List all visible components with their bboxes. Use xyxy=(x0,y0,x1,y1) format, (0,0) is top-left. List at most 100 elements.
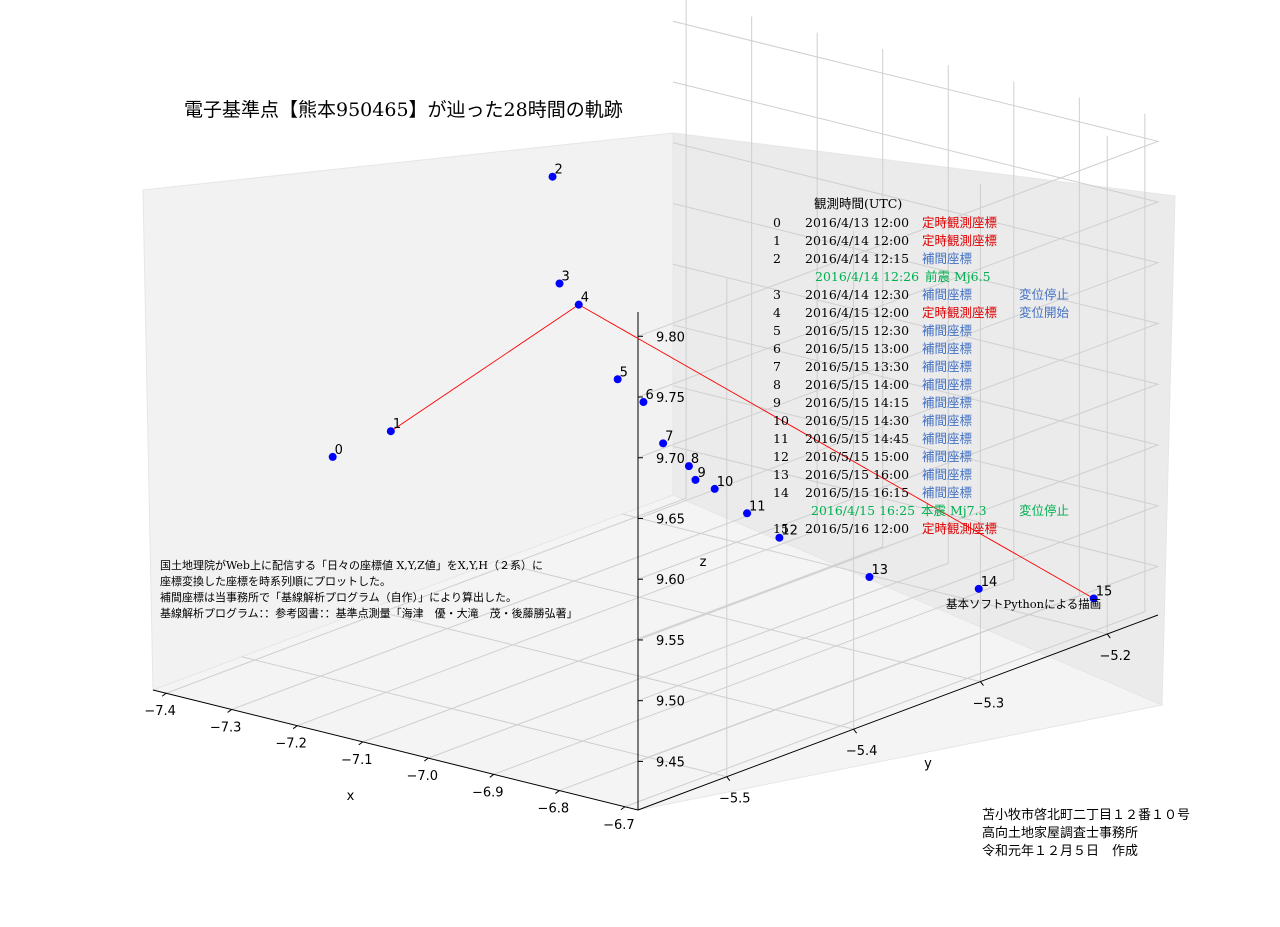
legend-row: 5 2016/5/15 12:30 補間座標 xyxy=(773,323,973,338)
legend-time: 2016/5/15 13:30 xyxy=(805,359,909,374)
legend-event-row: 2016/4/14 12:26 前震 Mj6.5 xyxy=(815,269,991,284)
legend-index: 11 xyxy=(773,431,789,446)
data-point-label: 7 xyxy=(665,429,673,444)
grid-z xyxy=(637,385,1160,702)
legend-time: 2016/5/15 16:15 xyxy=(805,485,909,500)
legend-index: 3 xyxy=(773,287,781,302)
legend-kind: 補間座標 xyxy=(922,251,973,266)
legend-row: 0 2016/4/13 12:00 定時観測座標 xyxy=(773,215,998,230)
legend-rows: 0 2016/4/13 12:00 定時観測座標 1 2016/4/14 12:00 定時… xyxy=(773,215,1070,536)
legend-row: 13 2016/5/15 16:00 補間座標 xyxy=(773,467,973,482)
legend-time: 2016/4/13 12:00 xyxy=(805,215,909,230)
data-point-label: 4 xyxy=(581,291,589,306)
data-point-label: 8 xyxy=(691,452,699,467)
x-tick-label: −6.7 xyxy=(603,818,635,833)
grid-x xyxy=(624,113,1146,808)
legend-row: 8 2016/5/15 14:00 補間座標 xyxy=(773,377,973,392)
software-note: 基本ソフトPythonによる描画 xyxy=(946,597,1101,611)
grid-z xyxy=(637,20,1160,337)
z-tick-label: 9.50 xyxy=(656,695,685,710)
x-tick xyxy=(358,741,364,746)
data-point-label: 6 xyxy=(645,388,653,403)
grid-z xyxy=(637,445,1160,762)
legend-row: 9 2016/5/15 14:15 補間座標 xyxy=(773,395,973,410)
x-tick xyxy=(423,757,429,762)
y-axis-label: y xyxy=(924,757,932,772)
data-point xyxy=(328,452,337,461)
z-tick-label: 9.75 xyxy=(656,391,685,406)
legend-kind: 補間座標 xyxy=(922,467,973,482)
x-tick-label: −6.8 xyxy=(538,802,570,817)
y-tick-label: −5.2 xyxy=(1099,649,1131,664)
legend-index: 15 xyxy=(773,521,789,536)
legend-row: 7 2016/5/15 13:30 補間座標 xyxy=(773,359,973,374)
x-tick xyxy=(227,709,232,713)
legend-row: 6 2016/5/15 13:00 補間座標 xyxy=(773,341,973,356)
legend-index: 5 xyxy=(773,323,781,338)
data-point-label: 5 xyxy=(620,365,628,380)
legend-time: 2016/4/15 12:00 xyxy=(805,305,909,320)
legend-kind: 補間座標 xyxy=(922,413,973,428)
grid-z xyxy=(637,263,1160,580)
data-point xyxy=(775,533,784,542)
legend-kind: 補間座標 xyxy=(922,395,973,410)
method-note-line: 国土地理院がWeb上に配信する「日々の座標値 X,Y,Z値」をX,Y,H（２系）… xyxy=(160,558,543,572)
grid-lines xyxy=(165,0,1160,808)
grid-x xyxy=(493,81,1015,775)
data-point xyxy=(613,375,622,384)
grid-z xyxy=(637,324,1160,641)
legend-row: 10 2016/5/15 14:30 補間座標 xyxy=(773,413,973,428)
legend-time: 2016/5/15 13:00 xyxy=(805,341,909,356)
x-tick-label: −7.3 xyxy=(210,720,242,735)
legend-row: 1 2016/4/14 12:00 定時観測座標 xyxy=(773,233,998,248)
legend-time: 2016/4/14 12:15 xyxy=(805,251,909,266)
legend-event-time: 2016/4/14 12:26 xyxy=(815,269,919,284)
grid-x xyxy=(297,32,818,727)
x-tick xyxy=(292,725,298,730)
data-point xyxy=(555,279,564,288)
legend-time: 2016/4/14 12:00 xyxy=(805,233,909,248)
data-point xyxy=(710,484,719,493)
data-point xyxy=(548,172,557,181)
legend-note: 変位停止 xyxy=(1019,503,1069,518)
x-tick xyxy=(489,773,495,778)
data-point-label: 1 xyxy=(393,417,401,432)
data-point xyxy=(1089,594,1098,603)
data-point xyxy=(865,572,874,581)
data-point-label: 13 xyxy=(871,563,888,578)
legend-row: 2 2016/4/14 12:15 補間座標 xyxy=(773,251,973,266)
z-tick-label: 9.80 xyxy=(656,330,685,345)
legend-kind: 補間座標 xyxy=(922,341,973,356)
y-tick xyxy=(1106,633,1111,639)
x-axis-label: x xyxy=(347,789,355,804)
legend-kind: 定時観測座標 xyxy=(922,305,998,320)
grid-x xyxy=(362,48,884,743)
legend-kind: 補間座標 xyxy=(922,449,973,464)
x-axis-line xyxy=(152,689,639,811)
footer-line: 高向土地家屋調査士事務所 xyxy=(982,825,1138,841)
footer-line: 令和元年１２月５日 作成 xyxy=(982,844,1138,859)
x-tick-label: −7.2 xyxy=(275,737,307,752)
legend-index: 6 xyxy=(773,341,781,356)
grid-z xyxy=(637,142,1160,459)
legend-index: 2 xyxy=(773,251,781,266)
legend-index: 1 xyxy=(773,233,781,248)
method-note-line: 基線解析プログラム：：参考図書：：基準点測量「海津 優・大滝 茂・後藤勝弘著」 xyxy=(160,606,578,620)
y-tick xyxy=(980,681,984,686)
legend-kind: 補間座標 xyxy=(922,287,973,302)
legend-row: 11 2016/5/15 14:45 補間座標 xyxy=(773,431,973,446)
data-point-label: 11 xyxy=(749,499,766,514)
legend-event-time: 2016/4/15 16:25 xyxy=(811,503,915,518)
legend-kind: 補間座標 xyxy=(922,359,973,374)
legend-time: 2016/5/15 14:45 xyxy=(805,431,909,446)
legend-row: 4 2016/4/15 12:00 定時観測座標 変位開始 xyxy=(773,305,1070,320)
y-axis-line xyxy=(637,614,1159,811)
data-point-label: 14 xyxy=(981,575,998,590)
data-point xyxy=(386,427,395,436)
data-point-label: 3 xyxy=(562,269,570,284)
legend-kind: 補間座標 xyxy=(922,377,973,392)
observation-legend: 観測時間(UTC) 0 2016/4/13 12:00 定時観測座標 1 2016/4/… xyxy=(773,196,1070,536)
z-axis-label: z xyxy=(700,555,707,570)
